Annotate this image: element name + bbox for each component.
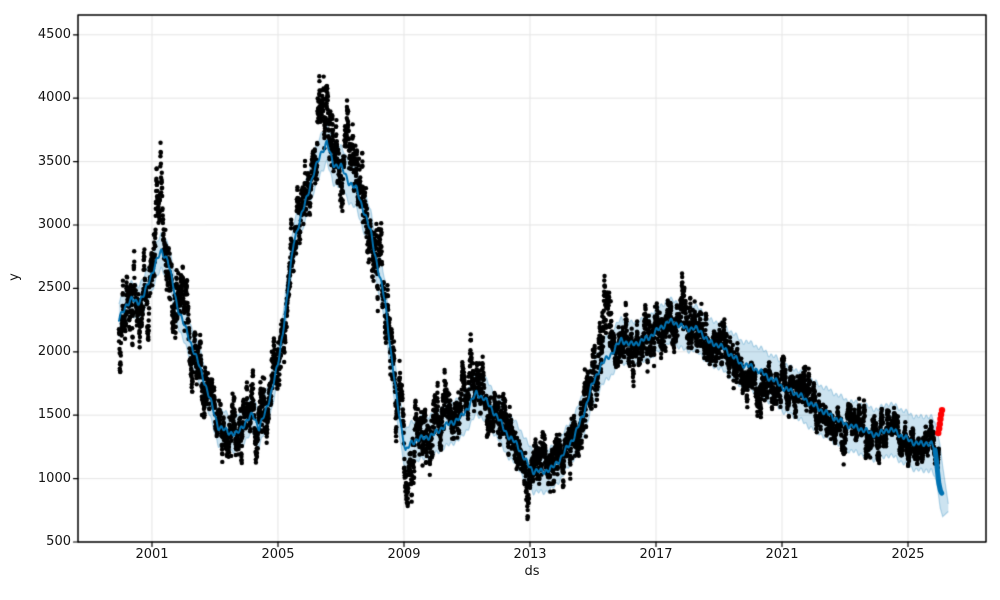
x-tick-label-2005: 2005	[261, 547, 295, 562]
y-tick-label-4500: 4500	[37, 26, 71, 42]
x-tick-label-2001: 2001	[135, 547, 169, 562]
x-tick-label-2021: 2021	[765, 547, 799, 562]
y-axis-label: y	[7, 273, 22, 281]
x-tick-label-2025: 2025	[891, 547, 925, 562]
y-tick-label-1000: 1000	[37, 470, 71, 486]
y-tick-label-3500: 3500	[37, 153, 71, 169]
x-tick-label-2009: 2009	[387, 547, 421, 562]
x-tick-label-2017: 2017	[639, 547, 673, 562]
x-tick-label-2013: 2013	[513, 547, 547, 562]
y-tick-label-2000: 2000	[37, 343, 71, 359]
y-tick-label-2500: 2500	[37, 280, 71, 296]
y-tick-label-500: 500	[46, 534, 71, 549]
y-tick-label-3000: 3000	[37, 216, 71, 232]
y-tick-label-1500: 1500	[37, 407, 71, 423]
x-axis-label: ds	[524, 564, 540, 579]
y-tick-label-4000: 4000	[37, 90, 71, 106]
